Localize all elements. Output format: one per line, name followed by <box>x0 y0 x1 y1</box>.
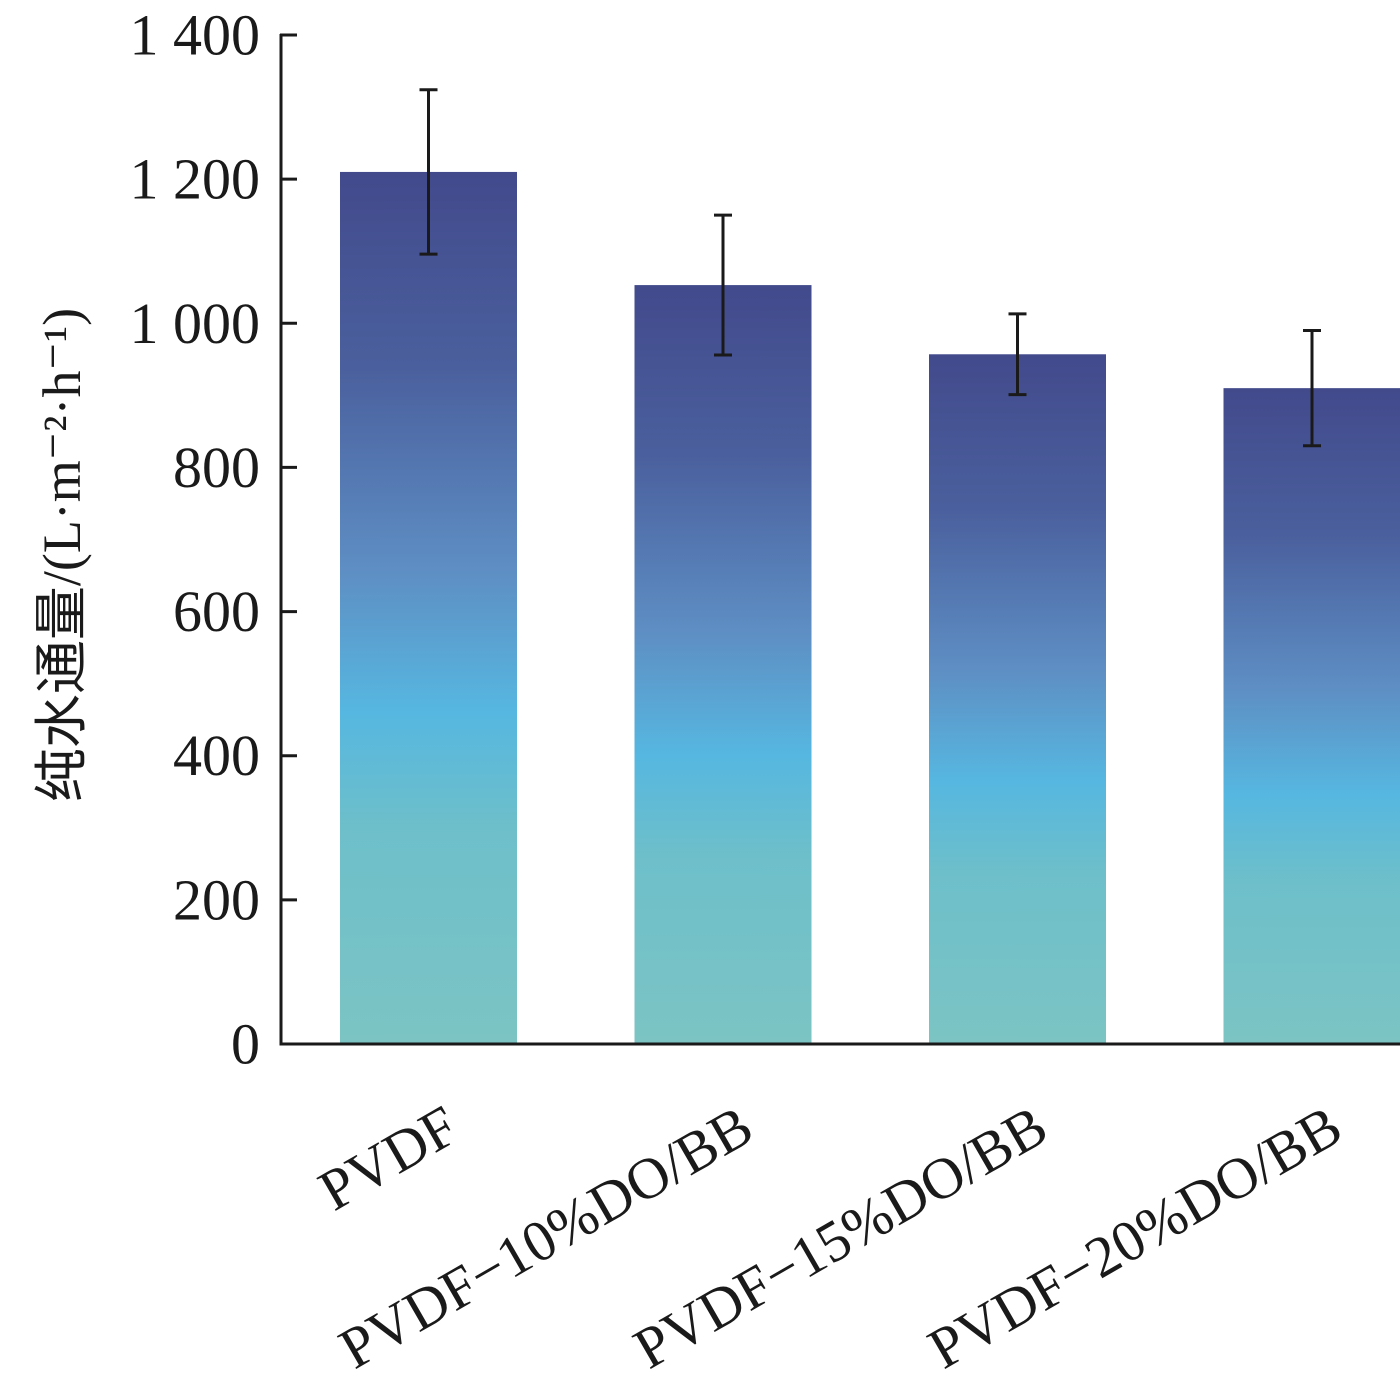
y-tick-label-1200: 1 200 <box>130 147 261 212</box>
bar-2 <box>634 285 812 1044</box>
y-tick-label-1000: 1 000 <box>130 291 261 356</box>
bars-group <box>340 171 1400 1044</box>
error-bars-group <box>419 88 1321 448</box>
axes-group <box>279 34 1400 1046</box>
y-tick-label-200: 200 <box>173 867 260 932</box>
x-tick-labels-group: PVDFPVDF−10%DO/BBPVDF−15%DO/BBPVDF−20%DO… <box>308 1093 1352 1382</box>
bar-1 <box>340 171 517 1044</box>
y-tick-label-600: 600 <box>173 579 260 644</box>
y-tick-label-0: 0 <box>231 1012 260 1077</box>
x-tick-label-1: PVDF <box>308 1093 469 1223</box>
y-tick-label-400: 400 <box>173 723 260 788</box>
bar-4 <box>1223 388 1400 1044</box>
y-axis-label: 纯水通量/(L·m⁻²·h⁻¹) <box>32 308 92 802</box>
y-tick-label-1400: 1 400 <box>130 3 261 68</box>
y-tick-label-800: 800 <box>173 435 260 500</box>
bar-3 <box>929 354 1106 1044</box>
y-ticks-group: 0 200 400 600 800 1 000 1 200 1 400 <box>130 3 297 1077</box>
